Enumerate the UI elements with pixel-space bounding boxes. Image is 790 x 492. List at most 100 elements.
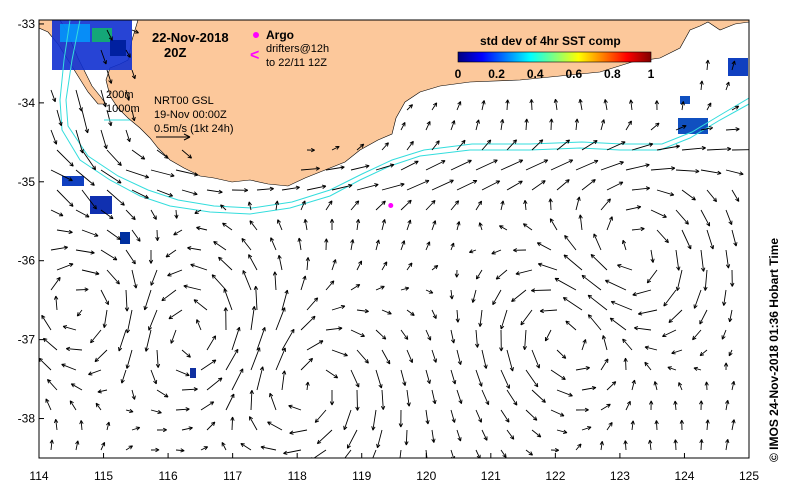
current-arrow: [150, 209, 157, 220]
current-arrow: [606, 181, 624, 191]
current-arrow: [106, 421, 111, 431]
current-arrow: [181, 426, 193, 431]
current-arrow: [499, 329, 504, 352]
current-arrow: [150, 447, 160, 453]
drifters-legend-label: drifters@12h: [266, 43, 329, 55]
current-arrow: [325, 165, 345, 171]
current-arrow: [56, 263, 74, 271]
current-arrow: [667, 366, 677, 371]
current-arrow: [637, 309, 658, 316]
current-arrow: [456, 389, 463, 405]
current-arrow: [175, 169, 199, 177]
current-arrow: [270, 237, 277, 251]
current-arrow: [706, 189, 718, 203]
current-arrow: [590, 253, 608, 271]
current-arrow: [46, 378, 58, 391]
current-arrow: [305, 381, 310, 391]
current-arrow: [679, 419, 684, 431]
current-arrow: [94, 349, 108, 363]
current-arrow: [276, 219, 283, 231]
current-arrow: [431, 264, 439, 271]
current-arrow: [531, 139, 544, 151]
current-arrow: [53, 418, 59, 431]
current-arrow: [355, 389, 360, 411]
current-arrow: [606, 422, 613, 431]
current-arrow: [700, 249, 706, 272]
current-arrow: [522, 223, 533, 231]
current-arrow: [131, 149, 146, 160]
current-arrow: [125, 249, 136, 265]
current-arrow: [531, 180, 546, 191]
current-arrow: [631, 379, 636, 391]
current-arrow: [431, 349, 438, 363]
current-arrow: [475, 159, 498, 171]
current-arrow: [400, 369, 407, 386]
x-tick-label: 120: [416, 469, 436, 483]
current-arrow: [499, 225, 508, 231]
current-arrow: [206, 421, 216, 431]
current-arrow: [230, 416, 235, 431]
current-arrow: [648, 439, 653, 451]
current-arrow: [656, 229, 669, 244]
current-arrow: [578, 214, 583, 231]
current-arrow: [331, 259, 337, 271]
current-arrow: [256, 186, 274, 192]
current-arrow: [155, 349, 161, 368]
current-arrow: [375, 369, 383, 389]
current-arrow: [100, 169, 122, 184]
current-arrow: [604, 279, 627, 291]
current-arrow: [131, 109, 136, 122]
current-arrow: [131, 269, 138, 289]
current-arrow: [673, 439, 678, 451]
current-arrow: [221, 442, 227, 451]
current-arrow: [194, 209, 202, 214]
current-arrow: [600, 403, 611, 411]
current-arrow: [81, 149, 97, 171]
current-arrow: [346, 429, 358, 449]
current-arrow: [56, 109, 63, 127]
current-arrow: [260, 445, 277, 451]
current-arrow: [522, 329, 527, 351]
current-arrow: [283, 449, 302, 455]
current-arrow: [600, 198, 611, 211]
y-tick-label: -33: [18, 17, 36, 31]
current-arrow: [531, 389, 546, 403]
current-arrow: [289, 429, 308, 435]
current-arrow: [281, 185, 300, 191]
current-arrow: [305, 257, 310, 271]
current-arrow: [131, 29, 139, 34]
current-arrow: [515, 269, 533, 276]
current-arrow: [656, 189, 675, 197]
current-arrow: [581, 385, 597, 391]
current-arrow: [381, 349, 391, 365]
current-arrow: [431, 140, 440, 151]
current-arrow: [656, 144, 681, 151]
current-arrow: [100, 249, 118, 261]
current-arrow: [375, 163, 395, 171]
x-tick-label: 123: [610, 469, 630, 483]
current-arrow: [303, 218, 308, 231]
current-arrow: [681, 145, 706, 151]
current-arrow: [481, 180, 501, 191]
current-arrow: [500, 309, 508, 330]
current-arrow: [220, 204, 227, 211]
current-arrow: [731, 60, 736, 71]
current-arrow: [156, 389, 169, 398]
current-arrow: [631, 226, 645, 232]
current-arrow: [456, 429, 462, 442]
product-label: NRT00 GSL: [154, 95, 214, 107]
colorbar-tick-label: 0: [455, 67, 462, 81]
current-arrow: [425, 199, 436, 211]
current-arrow: [131, 229, 141, 242]
current-arrow: [306, 297, 319, 311]
current-arrow: [431, 179, 454, 191]
current-arrow: [306, 340, 324, 351]
current-arrow: [144, 329, 152, 352]
current-arrow: [400, 199, 412, 211]
current-arrow: [431, 429, 436, 443]
current-arrow: [329, 218, 335, 230]
current-arrow: [633, 326, 652, 331]
current-arrow: [478, 309, 483, 327]
current-arrow: [406, 179, 430, 191]
x-tick-label: 114: [29, 469, 48, 483]
